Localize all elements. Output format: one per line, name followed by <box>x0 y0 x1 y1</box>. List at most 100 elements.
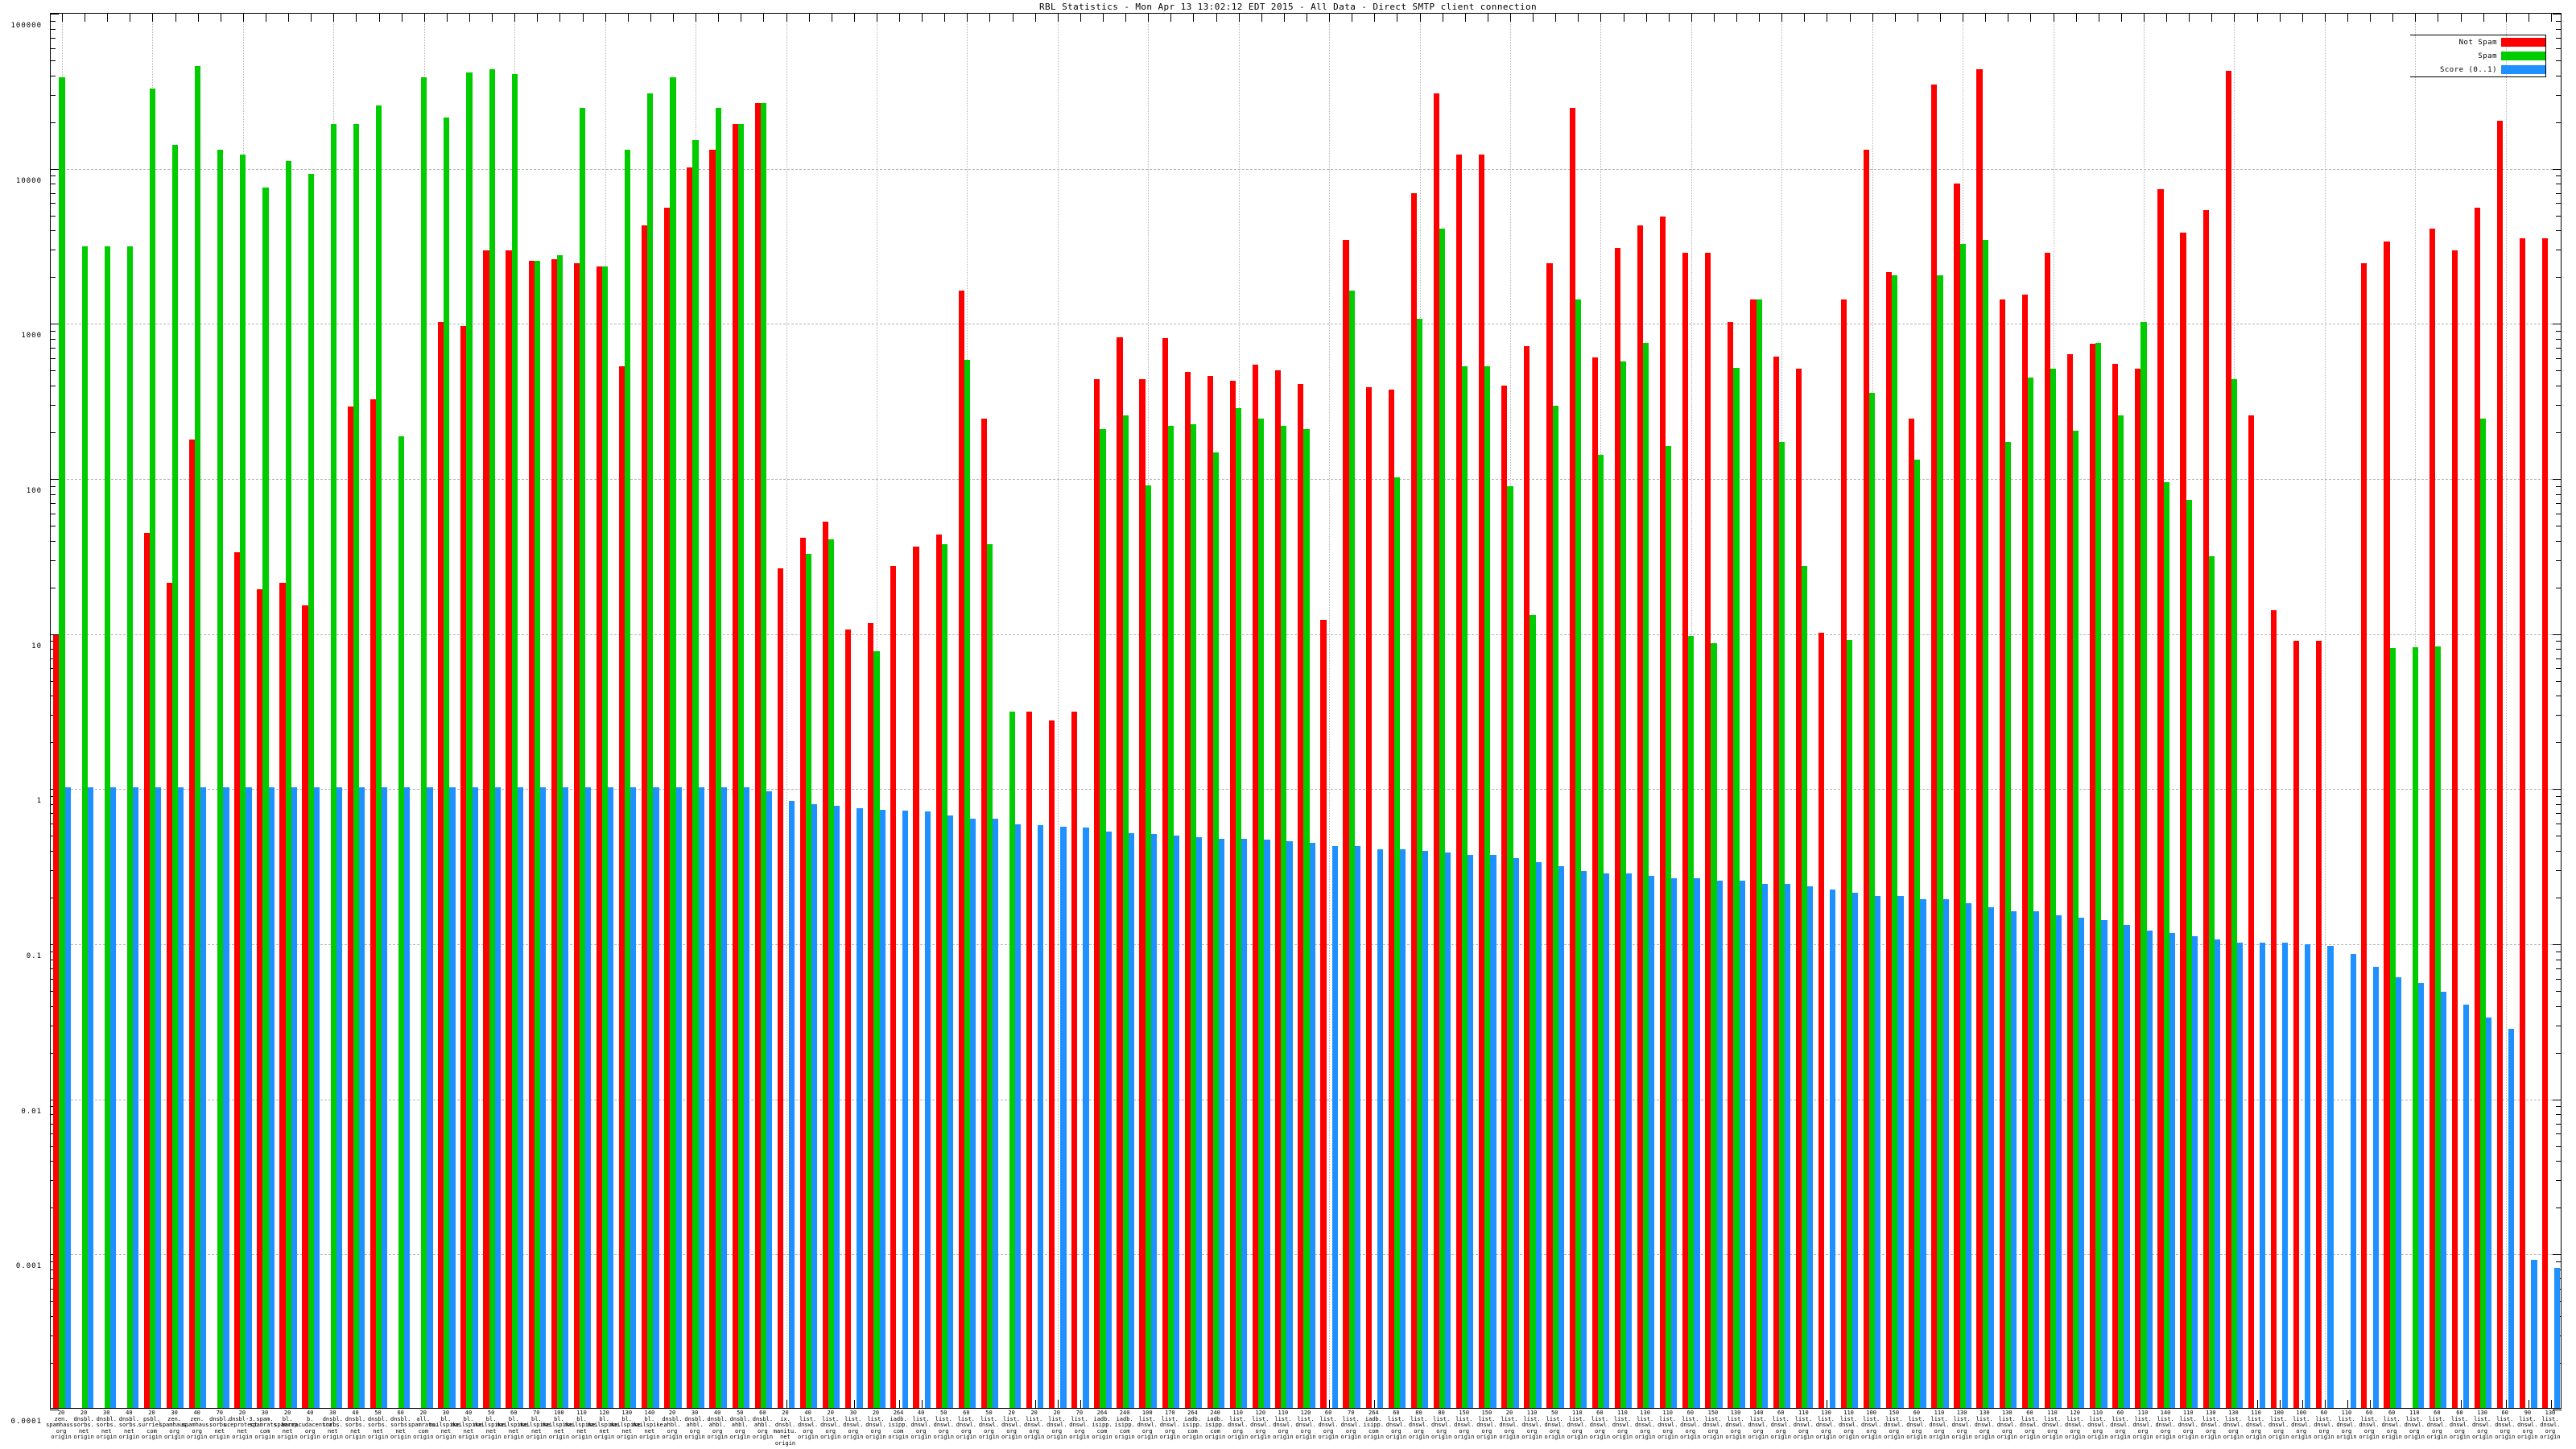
x-tick-label-line: origin <box>639 1434 660 1441</box>
x-tick-label-line: origin <box>617 1434 638 1441</box>
bar-score <box>1015 824 1022 1408</box>
bar-spam <box>1892 275 1898 1408</box>
x-tick-label-line: org <box>2386 1427 2397 1435</box>
bar-group <box>707 14 729 1408</box>
x-tick-label-line: com <box>1368 1427 1379 1435</box>
x-tick-label-line: list. <box>2157 1415 2174 1422</box>
x-tick-label-line: org <box>1821 1427 1831 1435</box>
bar-spam <box>1393 477 1400 1408</box>
x-tick-label-line: 60 <box>2026 1410 2033 1416</box>
x-tick-label: 80 list. dnswl. org origin <box>1431 1410 1451 1441</box>
bar-not-spam <box>1909 418 1915 1408</box>
x-tick-label-line: dnswl. <box>2245 1422 2267 1429</box>
x-tick-label: 50 list. dnswl. org origin <box>1545 1410 1565 1441</box>
x-tick-label-line: manitu. <box>773 1427 798 1435</box>
x-tick-label-line: origin <box>436 1434 456 1441</box>
x-tick-label-line: org <box>2273 1427 2284 1435</box>
x-tick-label: 20 list. dnswl. org origin <box>865 1410 886 1441</box>
x-axis-tick <box>582 13 584 22</box>
x-tick-label-line: list. <box>1953 1415 1971 1422</box>
y-axis-minor-tick <box>50 668 56 670</box>
x-tick-label-line: org <box>938 1427 949 1435</box>
bar-score <box>2463 1004 2470 1408</box>
x-tick-label-line: origin <box>2314 1434 2334 1441</box>
bar-not-spam <box>980 418 987 1408</box>
x-axis-tick <box>2166 13 2168 22</box>
x-tick-label-line: org <box>1459 1427 1470 1435</box>
x-tick-label: 110 list. dnswl. org origin <box>1228 1410 1248 1441</box>
y-axis-minor-tick <box>50 485 56 487</box>
bar-group <box>1476 14 1499 1408</box>
x-tick-label-line: 20 <box>782 1410 789 1416</box>
bar-spam <box>1982 239 1988 1408</box>
x-tick-label-line: org <box>825 1427 836 1435</box>
x-tick-label-line: list. <box>822 1415 840 1422</box>
x-tick-label-line: 30 <box>849 1410 857 1416</box>
x-tick-label-line: net <box>576 1427 587 1435</box>
x-tick-label: 110 list. dnswl. org origin <box>1794 1410 1814 1441</box>
bar-group <box>1318 14 1340 1408</box>
x-tick-label-line: list. <box>1501 1415 1518 1422</box>
x-tick-label-line: origin <box>2471 1434 2493 1441</box>
bar-score <box>857 807 863 1408</box>
y-axis-minor-tick <box>50 175 56 177</box>
bar-spam <box>1145 485 1151 1408</box>
bar-group <box>684 14 707 1408</box>
bar-group <box>2426 14 2449 1408</box>
x-tick-label-line: dnswl. <box>2495 1422 2516 1429</box>
x-axis-tick <box>2075 13 2077 22</box>
x-tick-label-line: origin <box>707 1434 728 1441</box>
bar-score <box>1988 906 1994 1408</box>
x-tick-label-line: 140 <box>1752 1410 1764 1416</box>
y-axis-minor-tick <box>50 37 56 39</box>
bar-group <box>662 14 684 1408</box>
bar-score <box>132 787 139 1408</box>
bar-group <box>843 14 865 1408</box>
y-axis-minor-tick <box>2556 1261 2562 1263</box>
bar-not-spam <box>2293 641 2300 1408</box>
x-tick-label-line: dnswl. <box>1815 1422 1837 1429</box>
x-tick-label-line: list. <box>1749 1415 1767 1422</box>
bar-score <box>1671 878 1678 1408</box>
x-tick-label-line: list. <box>1568 1415 1586 1422</box>
bar-group <box>2245 14 2268 1408</box>
x-tick-label-line: org <box>1323 1427 1334 1435</box>
y-axis-minor-tick <box>50 1269 56 1270</box>
y-axis-tick <box>50 168 59 170</box>
x-tick-label-line: origin <box>1906 1434 1927 1441</box>
x-tick-label-line: origin <box>458 1434 479 1441</box>
x-tick-label: 60 list. dnswl. org origin <box>2020 1410 2040 1441</box>
x-tick-label: 60 list. dnswl. org origin <box>2314 1410 2334 1441</box>
x-tick-label: 50 list. dnswl. org origin <box>979 1410 999 1441</box>
bar-not-spam <box>868 622 874 1408</box>
x-axis-tick <box>1193 13 1195 22</box>
x-tick-label-line: org <box>2160 1427 2171 1435</box>
x-axis-tick <box>899 13 901 22</box>
bar-not-spam <box>166 582 172 1408</box>
x-tick-label: 80 list. dnswl. org origin <box>1409 1410 1429 1441</box>
legend-item: Spam <box>2410 49 2545 63</box>
x-tick-label-line: list. <box>2066 1415 2084 1422</box>
bar-not-spam <box>2157 189 2164 1408</box>
x-tick-label-line: com <box>259 1427 270 1435</box>
bar-score <box>902 811 908 1408</box>
x-tick-label: 60 list. dnswl. org origin <box>1386 1410 1406 1441</box>
x-tick-label-line: list. <box>1026 1415 1043 1422</box>
bar-group <box>2155 14 2178 1408</box>
bar-score <box>2146 930 2153 1408</box>
x-tick-label-line: zen. <box>54 1415 68 1422</box>
x-tick-label-line: 60 <box>1913 1410 1921 1416</box>
y-axis-minor-tick <box>50 20 56 22</box>
x-tick-label-line: origin <box>571 1434 592 1441</box>
bar-spam <box>489 68 495 1408</box>
bar-not-spam <box>1094 378 1100 1408</box>
x-axis-tick <box>514 13 516 22</box>
y-axis-minor-tick <box>2556 28 2562 30</box>
x-tick-label-line: net <box>395 1427 406 1435</box>
x-tick-label-line: 264 <box>1368 1410 1379 1416</box>
x-axis-tick <box>242 13 244 22</box>
x-tick-label-line: origin <box>1114 1434 1135 1441</box>
x-tick-label: 264 iadb. isipp. com origin <box>1092 1410 1112 1441</box>
bar-group <box>118 14 141 1408</box>
x-tick-label-line: org <box>1074 1427 1085 1435</box>
